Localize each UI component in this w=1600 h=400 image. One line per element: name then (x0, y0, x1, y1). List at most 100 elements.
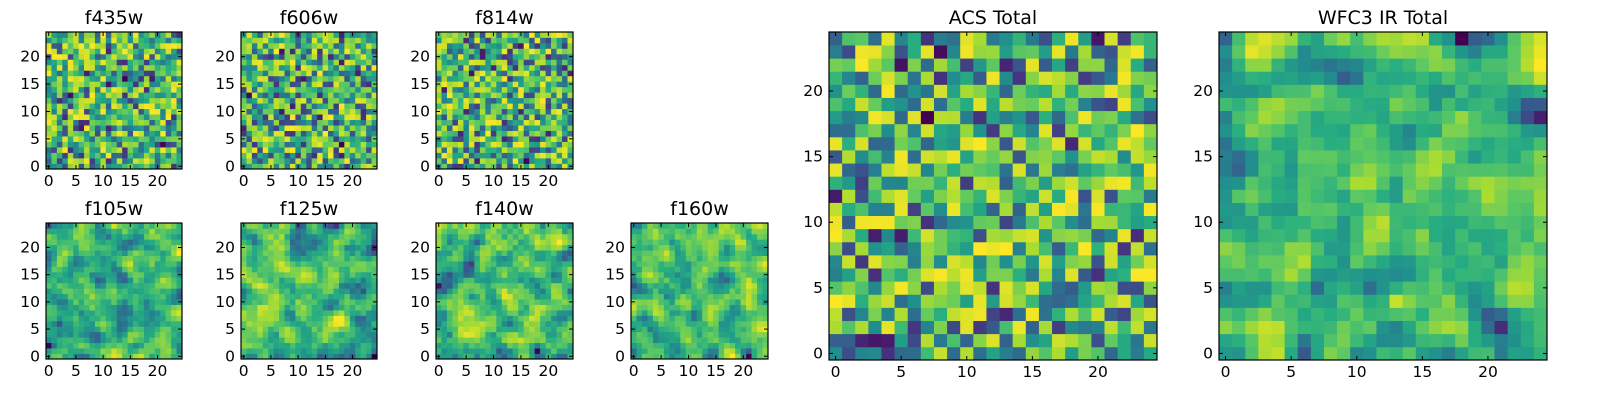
heatmap-cell (133, 244, 139, 251)
heatmap-cell (349, 348, 356, 354)
heatmap-cell (707, 310, 714, 316)
heatmap-cell (133, 342, 139, 349)
heatmap-cell (246, 119, 253, 126)
heatmap-cell (56, 277, 63, 284)
heatmap-cell (171, 342, 177, 349)
heatmap-cell (474, 304, 481, 311)
heatmap-cell (496, 223, 503, 229)
heatmap-cell (306, 239, 313, 246)
heatmap-cell (251, 353, 258, 360)
heatmap-cell (349, 239, 356, 246)
y-tick-label: 0 (30, 347, 40, 365)
heatmap-cell (154, 277, 161, 284)
heatmap-cell (1091, 320, 1105, 335)
heatmap-cell (100, 266, 107, 273)
heatmap-cell (295, 304, 302, 311)
heatmap-cell (360, 32, 367, 38)
heatmap-cell (51, 244, 58, 251)
heatmap-cell (295, 59, 302, 66)
heatmap-cell (696, 337, 703, 344)
heatmap-cell (663, 353, 670, 360)
heatmap-cell (1130, 215, 1145, 230)
heatmap-cell (268, 310, 274, 316)
heatmap-cell (138, 136, 145, 142)
heatmap-cell (56, 261, 63, 267)
heatmap-cell (757, 239, 763, 246)
heatmap-cell (279, 288, 285, 295)
heatmap-cell (273, 59, 280, 66)
heatmap-cell (289, 70, 296, 77)
heatmap-cell (366, 223, 372, 229)
heatmap-cell (138, 103, 145, 110)
heatmap-cell (165, 293, 172, 300)
heatmap-cell (441, 59, 448, 66)
heatmap-cell (251, 223, 258, 229)
heatmap-cell (138, 92, 145, 99)
heatmap-cell (718, 299, 725, 305)
heatmap-cell (452, 130, 459, 137)
heatmap-cell (724, 255, 730, 262)
heatmap-cell (67, 48, 74, 55)
heatmap-cell (268, 337, 274, 344)
heatmap-cell (518, 158, 525, 164)
heatmap-cell (138, 277, 145, 284)
heatmap-cell (46, 310, 52, 316)
heatmap-cell (241, 70, 247, 77)
heatmap-cell (479, 261, 486, 267)
heatmap-cell (176, 125, 183, 131)
heatmap-cell (122, 53, 128, 60)
heatmap-cell (62, 81, 69, 88)
heatmap-cell (105, 92, 112, 99)
heatmap-cell (724, 299, 730, 305)
heatmap-cell (534, 271, 541, 278)
heatmap-cell (143, 75, 150, 82)
x-tick-label: 5 (266, 362, 276, 380)
heatmap-cell (344, 271, 351, 278)
heatmap-cell (116, 141, 123, 148)
heatmap-cell (545, 42, 552, 49)
heatmap-cell (556, 348, 563, 354)
heatmap-cell (133, 261, 139, 267)
heatmap-cell (46, 103, 52, 110)
heatmap-cell (680, 310, 687, 316)
heatmap-cell (171, 147, 177, 153)
heatmap-cell (84, 337, 90, 344)
heatmap-cell (160, 342, 167, 349)
heatmap-cell (273, 37, 280, 44)
heatmap-cell (279, 320, 285, 327)
heatmap-cell (360, 244, 367, 251)
heatmap-cell (317, 147, 323, 153)
heatmap-cell (171, 59, 177, 66)
heatmap-cell (246, 86, 253, 93)
heatmap-cell (51, 103, 58, 110)
heatmap-cell (702, 223, 709, 229)
heatmap-cell (306, 255, 313, 262)
heatmap-cell (647, 228, 654, 235)
heatmap-cell (468, 119, 475, 126)
heatmap-cell (1091, 255, 1105, 269)
heatmap-cell (89, 288, 96, 295)
heatmap-cell (62, 92, 69, 99)
heatmap-cell (762, 223, 769, 229)
heatmap-cell (165, 288, 172, 295)
heatmap-cell (133, 288, 139, 295)
heatmap-cell (73, 158, 79, 164)
heatmap-cell (344, 239, 351, 246)
heatmap-cell (920, 228, 935, 243)
heatmap-cell (446, 70, 453, 77)
heatmap-cell (1078, 202, 1092, 217)
heatmap-cell (641, 282, 648, 289)
heatmap-cell (669, 337, 676, 344)
heatmap-cell (534, 103, 541, 110)
heatmap-cell (696, 348, 703, 354)
heatmap-cell (707, 271, 714, 278)
heatmap-cell (171, 250, 177, 256)
heatmap-cell (490, 342, 497, 349)
heatmap-cell (490, 92, 497, 99)
heatmap-cell (894, 150, 909, 164)
heatmap-cell (641, 244, 648, 251)
heatmap-cell (46, 75, 52, 82)
heatmap-cell (474, 59, 481, 66)
heatmap-cell (127, 81, 134, 88)
